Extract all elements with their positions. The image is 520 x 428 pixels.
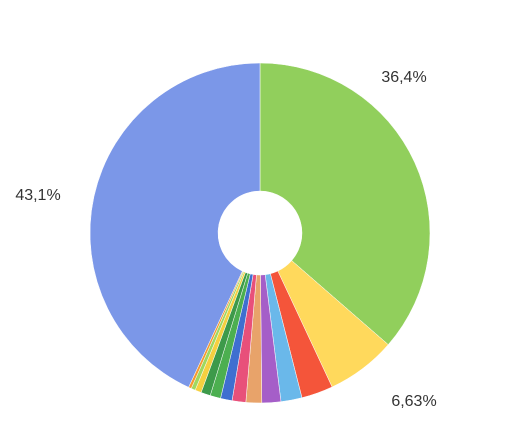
data-label: 36,4% bbox=[381, 69, 426, 86]
data-label: 6,63% bbox=[391, 393, 436, 410]
pie-slice bbox=[259, 62, 431, 345]
data-label: 43,1% bbox=[15, 187, 60, 204]
pie-slice bbox=[89, 62, 261, 388]
